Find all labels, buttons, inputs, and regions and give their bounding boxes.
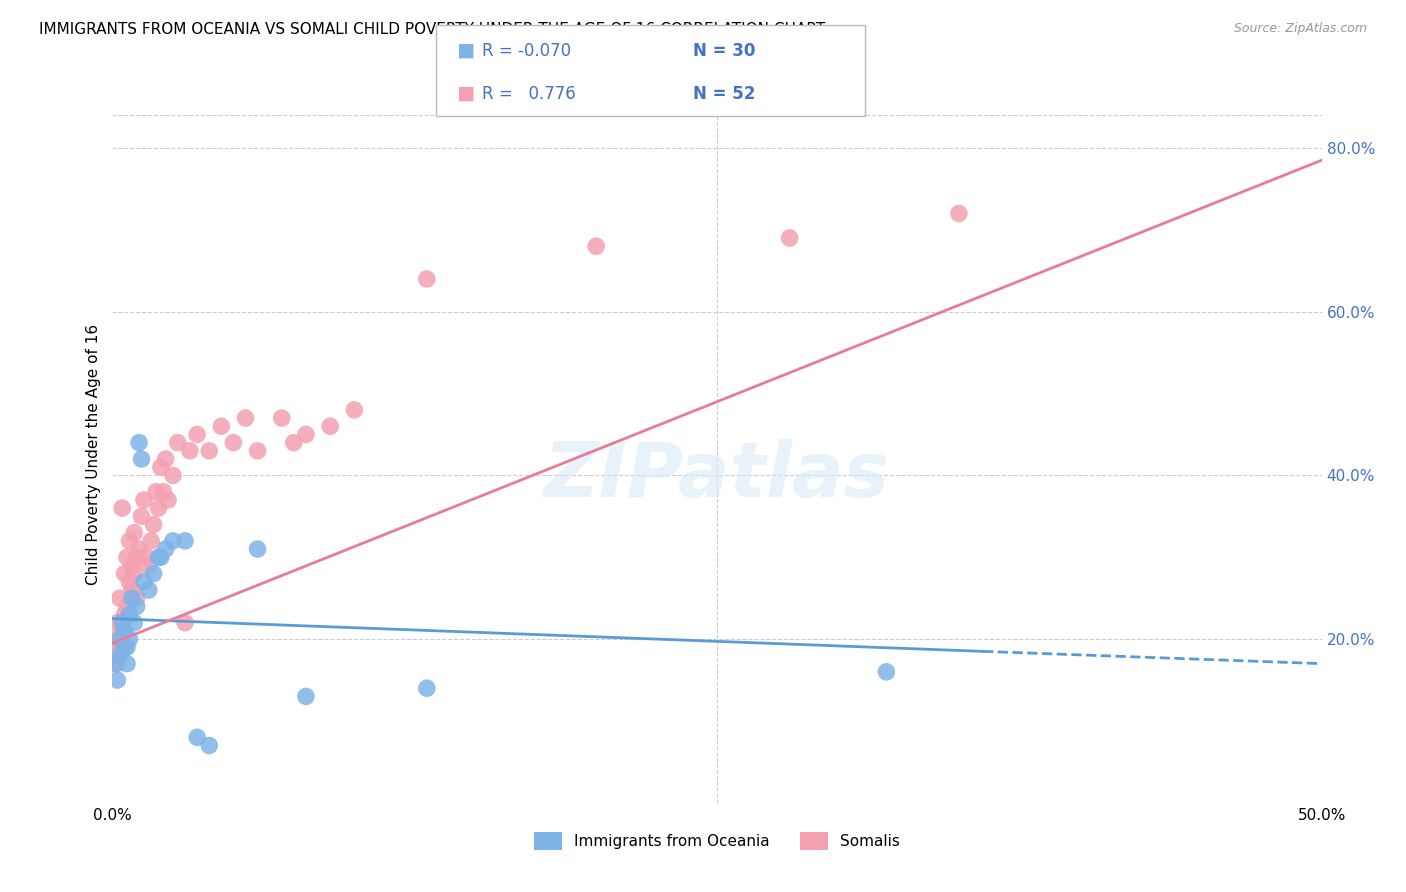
Point	[875, 665, 897, 679]
Point	[162, 468, 184, 483]
Text: ◼: ◼	[457, 41, 475, 61]
Text: IMMIGRANTS FROM OCEANIA VS SOMALI CHILD POVERTY UNDER THE AGE OF 16 CORRELATION : IMMIGRANTS FROM OCEANIA VS SOMALI CHILD …	[39, 22, 825, 37]
Point	[121, 591, 143, 606]
Point	[115, 599, 138, 614]
Point	[174, 615, 197, 630]
Point	[118, 574, 141, 589]
Point	[138, 558, 160, 573]
Point	[283, 435, 305, 450]
Point	[122, 566, 145, 581]
Legend: Immigrants from Oceania, Somalis: Immigrants from Oceania, Somalis	[527, 824, 907, 858]
Text: ◼: ◼	[457, 84, 475, 103]
Point	[343, 403, 366, 417]
Point	[319, 419, 342, 434]
Point	[141, 533, 163, 548]
Point	[115, 550, 138, 565]
Point	[155, 542, 177, 557]
Point	[222, 435, 245, 450]
Point	[235, 411, 257, 425]
Text: R = -0.070: R = -0.070	[482, 42, 571, 60]
Point	[104, 632, 127, 646]
Point	[105, 657, 128, 671]
Point	[142, 566, 165, 581]
Point	[118, 533, 141, 548]
Point	[135, 550, 157, 565]
Point	[108, 591, 131, 606]
Point	[174, 533, 197, 548]
Point	[132, 492, 155, 507]
Point	[108, 632, 131, 646]
Point	[125, 550, 148, 565]
Point	[295, 427, 318, 442]
Point	[149, 550, 172, 565]
Point	[125, 591, 148, 606]
Point	[948, 206, 970, 220]
Point	[186, 427, 208, 442]
Point	[142, 517, 165, 532]
Text: N = 30: N = 30	[693, 42, 755, 60]
Point	[295, 690, 318, 704]
Point	[115, 657, 138, 671]
Point	[128, 435, 150, 450]
Text: N = 52: N = 52	[693, 85, 755, 103]
Point	[416, 681, 439, 696]
Point	[209, 419, 232, 434]
Point	[270, 411, 292, 425]
Point	[128, 542, 150, 557]
Point	[121, 582, 143, 597]
Point	[111, 615, 134, 630]
Point	[115, 640, 138, 655]
Point	[179, 443, 201, 458]
Point	[118, 632, 141, 646]
Point	[105, 673, 128, 687]
Point	[122, 615, 145, 630]
Point	[152, 484, 174, 499]
Text: Source: ZipAtlas.com: Source: ZipAtlas.com	[1233, 22, 1367, 36]
Point	[779, 231, 801, 245]
Point	[131, 509, 153, 524]
Point	[246, 443, 269, 458]
Point	[108, 648, 131, 663]
Point	[198, 739, 221, 753]
Point	[125, 599, 148, 614]
Point	[114, 607, 136, 622]
Point	[131, 452, 153, 467]
Point	[114, 624, 136, 638]
Point	[114, 566, 136, 581]
Point	[166, 435, 188, 450]
Point	[138, 582, 160, 597]
Point	[122, 525, 145, 540]
Point	[145, 484, 167, 499]
Point	[198, 443, 221, 458]
Point	[111, 624, 134, 638]
Point	[111, 501, 134, 516]
Point	[121, 558, 143, 573]
Point	[118, 607, 141, 622]
Point	[162, 533, 184, 548]
Y-axis label: Child Poverty Under the Age of 16: Child Poverty Under the Age of 16	[86, 325, 101, 585]
Text: R =   0.776: R = 0.776	[482, 85, 576, 103]
Point	[186, 731, 208, 745]
Point	[105, 615, 128, 630]
Point	[157, 492, 180, 507]
Point	[114, 640, 136, 655]
Point	[149, 460, 172, 475]
Text: ZIPatlas: ZIPatlas	[544, 439, 890, 513]
Point	[416, 272, 439, 286]
Point	[104, 657, 127, 671]
Point	[104, 648, 127, 663]
Point	[585, 239, 607, 253]
Point	[148, 550, 170, 565]
Point	[132, 574, 155, 589]
Point	[246, 542, 269, 557]
Point	[148, 501, 170, 516]
Point	[155, 452, 177, 467]
Point	[108, 640, 131, 655]
